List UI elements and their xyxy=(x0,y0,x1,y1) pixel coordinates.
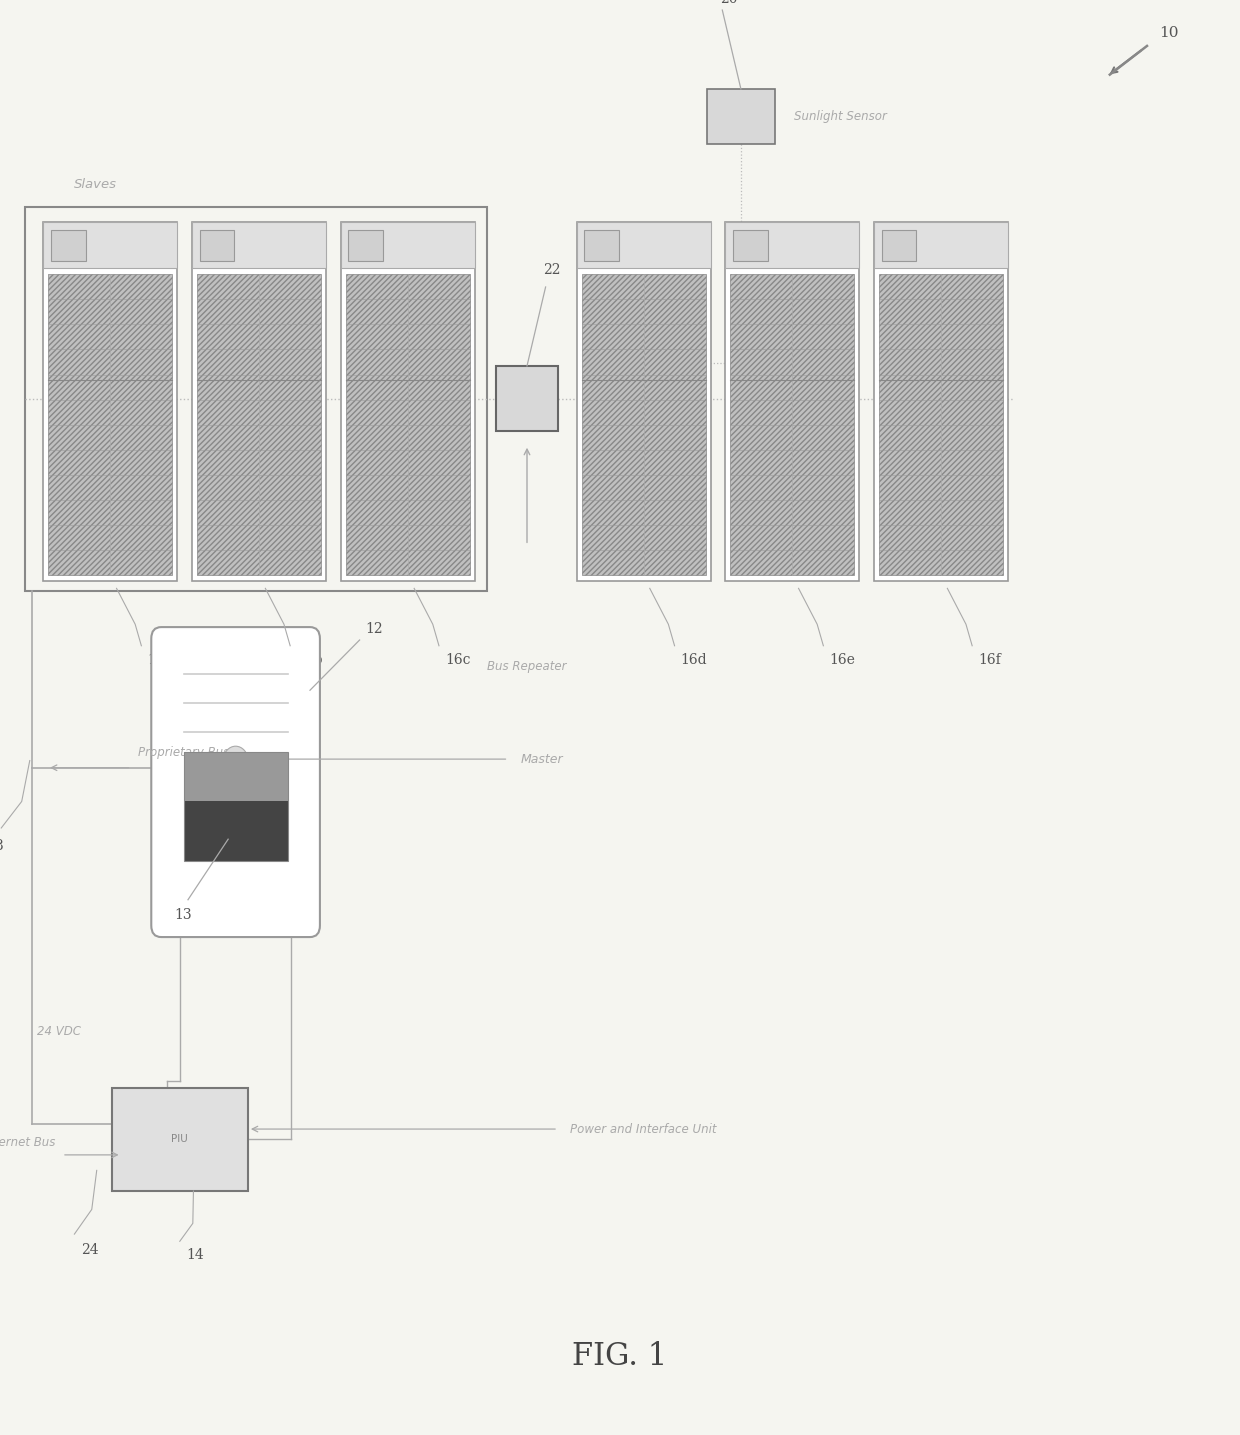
Bar xyxy=(882,230,916,261)
Text: Slaves: Slaves xyxy=(74,178,118,191)
Text: 24 VDC: 24 VDC xyxy=(37,1025,81,1038)
Bar xyxy=(192,222,326,581)
Bar xyxy=(577,222,711,268)
Bar xyxy=(43,222,177,268)
Text: PIU: PIU xyxy=(171,1135,188,1144)
Text: Proprietary Bus: Proprietary Bus xyxy=(138,746,229,759)
Bar xyxy=(346,274,470,575)
Bar xyxy=(200,230,234,261)
Bar xyxy=(725,222,859,268)
Bar xyxy=(184,801,288,861)
Bar xyxy=(733,230,768,261)
Bar xyxy=(112,1088,248,1191)
Bar xyxy=(348,230,383,261)
Bar xyxy=(577,222,711,581)
Bar xyxy=(184,752,288,801)
Text: 22: 22 xyxy=(543,263,560,277)
Text: Power and Interface Unit: Power and Interface Unit xyxy=(570,1122,717,1135)
Text: 16f: 16f xyxy=(978,653,1001,667)
Bar xyxy=(874,222,1008,268)
Text: Ethernet Bus: Ethernet Bus xyxy=(0,1137,56,1149)
Text: 16d: 16d xyxy=(681,653,707,667)
Bar xyxy=(730,274,854,575)
Bar xyxy=(197,274,321,575)
Text: 16c: 16c xyxy=(445,653,471,667)
Bar xyxy=(874,222,1008,581)
Text: 16b: 16b xyxy=(296,653,322,667)
Text: 14: 14 xyxy=(186,1248,203,1263)
Text: FIG. 1: FIG. 1 xyxy=(573,1340,667,1372)
Text: 10: 10 xyxy=(1159,26,1179,40)
Text: 12: 12 xyxy=(366,621,383,636)
Text: 16e: 16e xyxy=(830,653,856,667)
Bar xyxy=(51,230,86,261)
Text: Sunlight Sensor: Sunlight Sensor xyxy=(794,109,887,123)
Text: Master: Master xyxy=(521,752,563,766)
Text: 18: 18 xyxy=(0,839,4,854)
Bar xyxy=(48,274,172,575)
Bar xyxy=(725,222,859,581)
Text: 16a: 16a xyxy=(148,653,174,667)
Bar xyxy=(879,274,1003,575)
Bar xyxy=(43,222,177,581)
Bar xyxy=(582,274,706,575)
Bar xyxy=(341,222,475,581)
Text: Bus Repeater: Bus Repeater xyxy=(487,660,567,673)
Text: 24: 24 xyxy=(81,1243,98,1257)
Bar xyxy=(192,222,326,268)
Circle shape xyxy=(223,746,248,775)
Bar xyxy=(184,752,288,861)
FancyBboxPatch shape xyxy=(151,627,320,937)
Text: 20: 20 xyxy=(719,0,738,6)
Bar xyxy=(584,230,619,261)
Bar xyxy=(25,207,487,591)
Bar xyxy=(341,222,475,268)
Text: 13: 13 xyxy=(175,908,192,923)
Bar xyxy=(707,89,775,144)
Bar xyxy=(496,366,558,430)
